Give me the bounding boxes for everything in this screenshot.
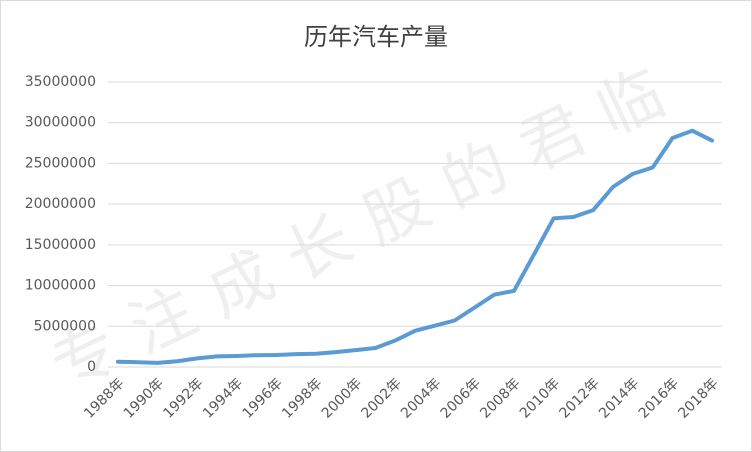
y-tick-label: 0 bbox=[87, 359, 96, 375]
y-tick-label: 15000000 bbox=[25, 237, 96, 253]
y-tick-label: 30000000 bbox=[25, 115, 96, 131]
y-tick-label: 20000000 bbox=[25, 196, 96, 212]
y-tick-label: 5000000 bbox=[34, 318, 96, 334]
y-tick-label: 35000000 bbox=[25, 74, 96, 90]
chart-title: 历年汽车产量 bbox=[304, 23, 448, 51]
y-tick-label: 25000000 bbox=[25, 155, 96, 171]
data-line bbox=[115, 128, 715, 365]
y-tick-label: 10000000 bbox=[25, 278, 96, 294]
